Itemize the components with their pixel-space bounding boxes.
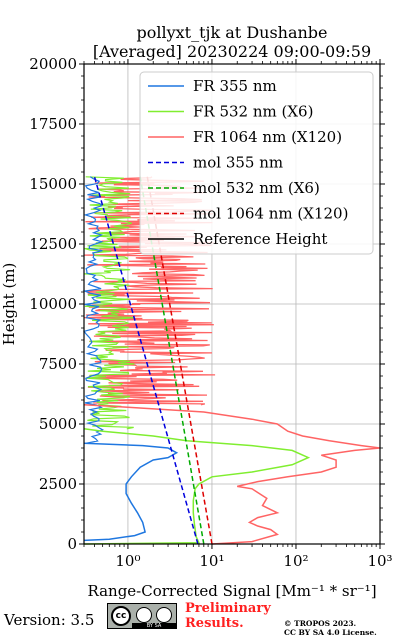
cc-icon: cc [111,606,131,626]
y-tick-label: 12500 [29,235,77,253]
y-tick-label: 20000 [29,55,77,73]
x-tick-label: 10⁰ [115,552,140,570]
preliminary-results: Preliminary Results. [185,601,271,631]
preliminary-line2: Results. [185,616,244,631]
y-tick-label: 15000 [29,175,77,193]
series-line-fr355 [83,442,179,542]
legend-box [139,71,374,255]
fr1064-noise [84,176,216,406]
y-tick-label: 5000 [39,415,77,433]
fr355-noise [82,176,105,444]
copyright-line2: CC BY SA 4.0 License. [284,628,377,637]
legend-label-mol355: mol 355 nm [193,154,283,172]
series-line-mol532 [139,176,205,545]
copyright-notice: © TROPOS 2023. CC BY SA 4.0 License. [284,619,377,637]
license-by: BY [146,623,153,629]
series-line-mol1064 [146,176,213,545]
by-icon [136,607,152,623]
license-bar: BY SA [132,623,176,629]
y-tick-label: 17500 [29,115,77,133]
axis-ticks: 0 2500 5000 7500 10000 12500 15000 17500 20000 10… [29,55,392,570]
x-axis-label: Range-Corrected Signal [Mm⁻¹ * sr⁻¹] [87,582,376,600]
legend-label-fr532: FR 532 nm (X6) [193,103,313,121]
chart-title-line2: [Averaged] 20230224 09:00-09:59 [93,42,371,61]
x-tick-label: 10² [283,552,308,570]
chart-title-line1: pollyxt_tjk at Dushanbe [136,23,327,42]
legend-label-mol532: mol 532 nm (X6) [193,179,320,197]
y-axis-label: Height (m) [0,263,18,346]
preliminary-line1: Preliminary [185,601,271,616]
legend-label-fr355: FR 355 nm [193,77,277,95]
sa-icon [156,607,172,623]
y-tick-label: 0 [67,535,77,553]
y-tick-label: 7500 [39,355,77,373]
version-text: Version: 3.5 [4,611,95,629]
y-tick-label: 2500 [39,475,77,493]
legend-label-mol1064: mol 1064 nm (X120) [193,205,348,223]
x-tick-label: 10³ [367,552,392,570]
x-tick-label: 10¹ [199,552,224,570]
cc-license-badge: cc BY SA [107,603,177,629]
data-lines [82,176,381,545]
legend-label-reference: Reference Height [193,230,327,248]
legend: FR 355 nm FR 532 nm (X6) FR 1064 nm (X120)… [139,71,374,255]
license-sa: SA [154,623,162,629]
series-line-fr1064 [83,404,381,545]
copyright-line1: © TROPOS 2023. [284,619,357,628]
series-line-fr532 [83,428,311,545]
legend-label-fr1064: FR 1064 nm (X120) [193,128,342,146]
y-tick-label: 10000 [29,295,77,313]
